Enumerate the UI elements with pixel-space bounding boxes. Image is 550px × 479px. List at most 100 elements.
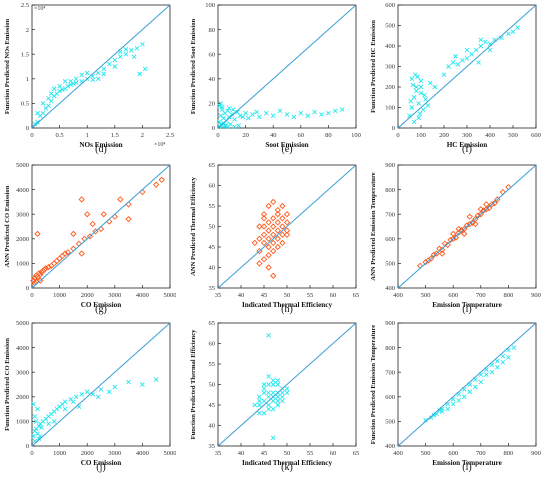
data-point [265,252,272,259]
data-point [140,42,145,47]
y-tick-label: 0 [26,443,29,450]
x-multiplier: ×10⁴ [154,142,165,148]
data-point [266,382,271,387]
y-tick-label: 50 [209,382,216,389]
data-point [439,250,446,257]
reference-diagonal-line [397,322,537,447]
data-point [265,219,272,226]
y-tick-label: 0 [392,125,395,132]
data-point [506,31,511,37]
y-tick-label: 40 [209,76,216,83]
y-tick-label: 5000 [16,162,29,169]
reference-diagonal-line [397,164,537,289]
y-tick-label: 100 [205,2,215,9]
x-axis-label: HC Emission [447,141,488,149]
x-tick-label: 4000 [136,292,149,299]
y-tick-label: 400 [385,443,395,450]
chart-panel: 0 0.5 1 1.5 2 2.5 0 0.5 1 1.5 2 2.5 ×10⁴ ×10⁴ NOs Emis… [0,0,176,155]
data-point [266,390,271,396]
data-point [219,104,225,110]
x-tick-label: 5000 [164,292,177,299]
y-tick-label: 1000 [16,261,29,268]
data-point [57,83,62,89]
data-point [260,239,268,247]
data-point [489,369,495,375]
x-tick-label: 900 [531,450,541,457]
chart-panel: 0 100 200 300 400 500 600 0 100 200 300 400 500 600 HC… [366,0,542,155]
data-point [464,47,470,53]
data-point [332,108,338,114]
data-point [263,110,269,116]
chart-panel: 0 1000 2000 3000 4000 5000 0 1000 2000 3000 4000 50… [0,160,177,315]
data-point [500,353,506,359]
data-point [416,101,422,106]
data-point [265,243,272,251]
data-point [36,436,42,441]
data-point [410,82,416,88]
data-point [158,176,165,183]
data-point [62,399,68,405]
y-tick-label: 55 [209,361,216,368]
x-tick-label: 1000 [53,450,66,457]
x-tick-label: 45 [261,450,268,457]
x-tick-label: 400 [485,132,495,139]
chart-panel: 0 20 40 60 80 100 0 20 40 60 80 100 Soot Emission Fun… [186,0,362,155]
data-point [34,230,41,238]
y-tick-label: 400 [385,43,395,50]
data-point [51,86,57,91]
data-point [491,199,498,207]
data-point [250,112,255,117]
data-point [270,223,277,230]
data-point [73,80,79,86]
data-point [450,60,456,65]
data-point [137,71,142,77]
data-point [230,107,236,112]
x-tick-label: 400 [393,292,403,299]
x-tick-label: 40 [238,450,245,457]
x-tick-label: 500 [421,450,431,457]
data-point [57,88,62,94]
data-point [40,110,46,116]
data-point [275,382,281,387]
x-tick-label: 35 [215,292,222,299]
data-point [319,112,324,117]
panel-label: (j) [96,462,105,473]
chart-svg: 400 500 600 700 800 900 400 500 600 700 800 900 Emis… [370,162,541,315]
data-point [118,54,123,59]
data-point [418,84,424,90]
data-point [90,77,96,83]
data-point [95,394,101,400]
x-tick-label: 45 [261,292,268,299]
data-point [275,398,281,404]
x-tick-label: 4000 [136,450,149,457]
data-point [280,398,285,404]
data-point [418,90,424,96]
y-tick-label: 20 [209,101,216,108]
x-tick-label: 2000 [81,292,94,299]
data-point [266,402,271,408]
data-point [270,398,276,404]
data-point [265,264,272,271]
data-point [45,263,52,271]
y-tick-label: 40 [209,265,216,272]
data-point [411,94,417,100]
data-point [106,389,112,395]
data-point [235,109,240,115]
data-point [455,225,462,233]
x-axis-label: Emission Temperature [432,459,502,467]
data-point [425,103,431,108]
y-tick-label: 65 [209,162,216,169]
data-point [277,108,283,114]
data-point [460,58,465,63]
x-tick-label: 80 [325,132,332,139]
data-point [270,435,276,441]
chart-svg: 0 20 40 60 80 100 0 20 40 60 80 100 Soot Emission Fun… [190,2,361,155]
y-tick-label: 2 [26,27,29,34]
data-point [284,112,290,117]
data-point [441,72,447,78]
data-point [455,62,461,67]
y-tick-label: 500 [385,419,395,426]
y-axis-label: ANN Predicted CO Emission [4,185,11,267]
panel-label: (d) [95,144,107,155]
